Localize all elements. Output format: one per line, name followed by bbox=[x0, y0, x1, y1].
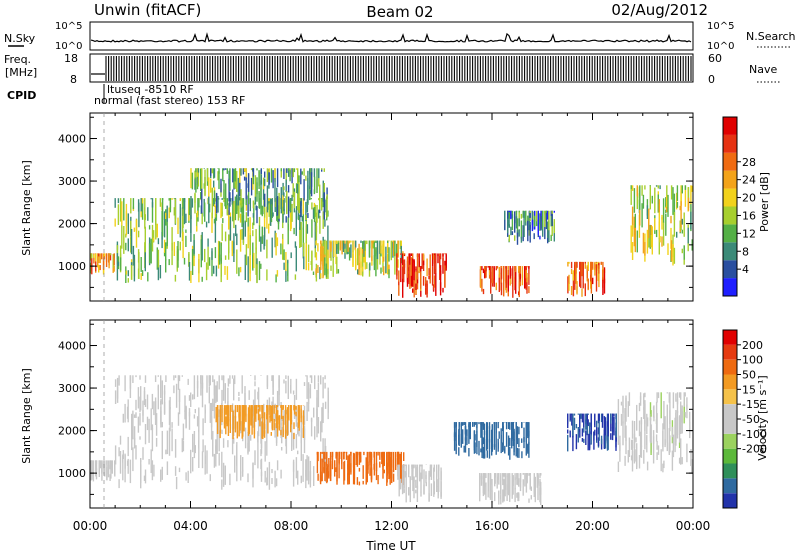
y-tick-label: 4000 bbox=[58, 340, 86, 353]
colorbar-tick-label: -50 bbox=[742, 413, 760, 426]
colorbar-tick-label: 12 bbox=[742, 227, 756, 240]
y-tick-label: 3000 bbox=[58, 382, 86, 395]
y-tick-label: 3000 bbox=[58, 175, 86, 188]
colorbar-swatch bbox=[723, 170, 737, 189]
colorbar-swatch bbox=[723, 152, 737, 171]
colorbar-tick-label: 15 bbox=[742, 383, 756, 396]
colorbar-swatch bbox=[723, 389, 737, 405]
colorbar-swatch bbox=[723, 419, 737, 434]
colorbar-swatch bbox=[723, 463, 737, 479]
colorbar-swatch bbox=[723, 478, 737, 494]
sky-left-label: N.Sky bbox=[4, 32, 36, 45]
colorbar-tick-label: 50 bbox=[742, 369, 756, 382]
velocity-heatmap bbox=[90, 375, 693, 505]
colorbar-swatch bbox=[723, 278, 737, 296]
colorbar-tick-label: -200 bbox=[742, 443, 767, 456]
sky-tick-top-left: 10^5 bbox=[55, 21, 82, 32]
x-tick-label: 04:00 bbox=[173, 519, 208, 533]
x-tick-label: 08:00 bbox=[274, 519, 309, 533]
colorbar-tick-label: -15 bbox=[742, 398, 760, 411]
sky-tick-bottom-right: 10^0 bbox=[707, 41, 734, 52]
colorbar-swatch bbox=[723, 224, 737, 243]
beam-title: Beam 02 bbox=[366, 3, 433, 21]
cpid-label: CPID bbox=[7, 89, 36, 102]
colorbar-swatch bbox=[723, 448, 737, 464]
colorbar-swatch bbox=[723, 330, 737, 345]
colorbar-frame bbox=[722, 116, 738, 297]
cpid-line-2: normal (fast stereo) 153 RF bbox=[94, 94, 245, 107]
colorbar-swatch bbox=[723, 260, 737, 279]
freq-tick-bottom: 8 bbox=[70, 73, 77, 86]
colorbar-swatch bbox=[723, 344, 737, 360]
colorbar-tick-label: 200 bbox=[742, 339, 763, 352]
y-tick-label: 2000 bbox=[58, 425, 86, 438]
colorbar-tick-label: 100 bbox=[742, 354, 763, 367]
colorbar-swatch bbox=[723, 493, 737, 508]
nave-bars bbox=[105, 56, 692, 81]
radar-title: Unwin (fitACF) bbox=[94, 1, 201, 19]
sky-noise-line bbox=[90, 32, 692, 43]
colorbar-swatch bbox=[723, 206, 737, 225]
colorbar-swatch bbox=[723, 242, 737, 261]
power-heatmap bbox=[89, 168, 693, 298]
power-ylabel: Slant Range [km] bbox=[20, 160, 33, 256]
time-axis-label: Time UT bbox=[365, 539, 416, 553]
colorbar-tick-label: 16 bbox=[742, 209, 756, 222]
colorbar-swatch bbox=[723, 359, 737, 375]
colorbar-tick-label: 24 bbox=[742, 174, 756, 187]
nave-tick-bottom: 0 bbox=[708, 73, 715, 86]
freq-left-label-2: [MHz] bbox=[5, 66, 37, 79]
y-tick-label: 4000 bbox=[58, 133, 86, 146]
x-tick-label: 00:00 bbox=[676, 519, 711, 533]
nave-right-label: Nave bbox=[749, 63, 777, 76]
date-title: 02/Aug/2012 bbox=[611, 1, 708, 19]
colorbar-swatch bbox=[723, 374, 737, 390]
y-tick-label: 1000 bbox=[58, 260, 86, 273]
sky-right-label: N.Search bbox=[746, 30, 796, 43]
nave-tick-top: 60 bbox=[708, 52, 722, 65]
x-tick-label: 20:00 bbox=[575, 519, 610, 533]
freq-panel-frame bbox=[89, 53, 694, 83]
power-colorbar-label: Power [dB] bbox=[758, 172, 771, 232]
sky-panel-frame bbox=[89, 21, 694, 51]
colorbar-swatch bbox=[723, 433, 737, 449]
x-tick-label: 12:00 bbox=[374, 519, 409, 533]
freq-tick-top: 18 bbox=[64, 52, 78, 65]
sky-tick-bottom-left: 10^0 bbox=[55, 41, 82, 52]
y-tick-label: 2000 bbox=[58, 218, 86, 231]
x-tick-label: 16:00 bbox=[475, 519, 510, 533]
colorbar-swatch bbox=[723, 188, 737, 207]
x-tick-label: 00:00 bbox=[73, 519, 108, 533]
y-tick-label: 1000 bbox=[58, 467, 86, 480]
colorbar-tick-label: 20 bbox=[742, 192, 756, 205]
colorbar-tick-label: 4 bbox=[742, 263, 749, 276]
colorbar-swatch bbox=[723, 117, 737, 135]
colorbar-tick-label: 8 bbox=[742, 245, 749, 258]
velocity-ylabel: Slant Range [km] bbox=[20, 368, 33, 464]
cpid-line-1: ltuseq -8510 RF bbox=[107, 83, 194, 96]
colorbar-swatch bbox=[723, 404, 737, 419]
sky-tick-top-right: 10^5 bbox=[707, 21, 734, 32]
colorbar-swatch bbox=[723, 134, 737, 153]
velocity-colorbar-label: Velocity [m s⁻¹] bbox=[756, 375, 769, 460]
colorbar-tick-label: -100 bbox=[742, 428, 767, 441]
colorbar-tick-label: 28 bbox=[742, 156, 756, 169]
freq-left-label-1: Freq. bbox=[4, 53, 31, 66]
